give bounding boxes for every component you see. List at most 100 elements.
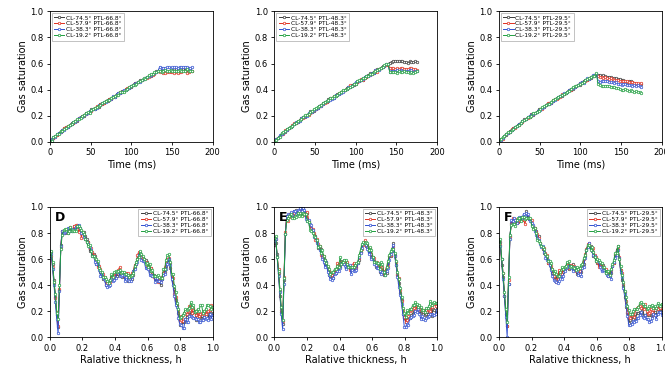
Line: CL-74.5° PTL-66.8°: CL-74.5° PTL-66.8° [49,224,214,329]
CL-57.9° PTL-29.5° [593,73,600,77]
CL-38.3° PTL-66.8° [46,254,54,258]
CL-57.9° PTL-66.8° [139,256,147,260]
CL-74.5° PTL-48.3° [402,319,410,324]
CL-38.3° PTL-48.3° [271,239,279,243]
Line: CL-19.2° PTL-66.8°: CL-19.2° PTL-66.8° [49,225,214,320]
CL-57.9° PTL-48.3° [362,241,370,246]
CL-19.2° PTL-66.8° [92,257,100,262]
CL-74.5° PTL-29.5° [541,252,549,257]
CL-74.5° PTL-29.5° [503,323,511,328]
CL-74.5° PTL-66.8° [83,236,91,241]
CL-57.9° PTL-29.5° [626,316,634,320]
CL-57.9° PTL-29.5° [655,304,663,308]
CL-38.3° PTL-66.8° [188,65,196,70]
CL-57.9° PTL-66.8° [132,80,140,85]
CL-38.3° PTL-48.3° [385,258,393,263]
Text: A: A [55,15,65,28]
CL-74.5° PTL-66.8° [132,81,140,85]
CL-38.3° PTL-66.8° [161,272,169,277]
CL-19.2° PTL-48.3° [362,74,370,78]
CL-57.9° PTL-66.8° [177,314,185,318]
CL-38.3° PTL-29.5° [593,72,600,76]
CL-19.2° PTL-48.3° [433,301,441,305]
CL-38.3° PTL-66.8° [74,222,82,227]
CL-57.9° PTL-48.3° [433,301,441,306]
Line: CL-74.5° PTL-29.5°: CL-74.5° PTL-29.5° [497,210,663,327]
CL-19.2° PTL-66.8° [130,83,138,87]
CL-57.9° PTL-66.8° [161,265,169,270]
CL-19.2° PTL-66.8° [109,94,117,99]
CL-57.9° PTL-29.5° [580,80,588,84]
CL-38.3° PTL-48.3° [279,327,287,332]
CL-57.9° PTL-66.8° [206,308,214,312]
CL-74.5° PTL-66.8° [177,321,185,325]
Line: CL-57.9° PTL-48.3°: CL-57.9° PTL-48.3° [273,210,438,323]
Y-axis label: Gas saturation: Gas saturation [17,236,27,308]
CL-38.3° PTL-66.8° [92,262,100,266]
CL-74.5° PTL-29.5° [594,72,602,77]
CL-38.3° PTL-48.3° [363,247,371,251]
CL-19.2° PTL-29.5° [519,215,527,219]
Line: CL-57.9° PTL-48.3°: CL-57.9° PTL-48.3° [273,63,418,143]
CL-19.2° PTL-29.5° [594,82,602,86]
CL-57.9° PTL-29.5° [623,78,631,83]
CL-38.3° PTL-48.3° [317,249,325,254]
CL-38.3° PTL-66.8° [156,64,164,69]
CL-19.2° PTL-66.8° [46,139,54,144]
CL-74.5° PTL-66.8° [130,81,138,85]
CL-57.9° PTL-66.8° [46,139,54,144]
Y-axis label: Gas saturation: Gas saturation [17,41,27,113]
Line: CL-74.5° PTL-66.8°: CL-74.5° PTL-66.8° [49,68,194,142]
CL-74.5° PTL-66.8° [161,270,169,274]
Legend: CL-74.5° PTL-48.3°, CL-57.9° PTL-48.3°, CL-38.3° PTL-48.3°, CL-19.2° PTL-48.3°: CL-74.5° PTL-48.3°, CL-57.9° PTL-48.3°, … [362,209,436,236]
CL-57.9° PTL-48.3° [398,66,406,71]
CL-19.2° PTL-66.8° [54,316,62,321]
CL-38.3° PTL-66.8° [83,240,91,244]
CL-57.9° PTL-66.8° [109,95,117,99]
CL-19.2° PTL-66.8° [73,224,81,228]
CL-57.9° PTL-66.8° [73,222,81,227]
CL-19.2° PTL-48.3° [307,229,315,233]
CL-38.3° PTL-29.5° [581,78,589,83]
CL-19.2° PTL-29.5° [541,252,549,256]
CL-19.2° PTL-66.8° [177,315,185,319]
CL-74.5° PTL-66.8° [46,249,54,254]
CL-19.2° PTL-66.8° [183,67,191,72]
CL-74.5° PTL-48.3° [398,59,406,63]
CL-57.9° PTL-29.5° [610,261,618,265]
CL-74.5° PTL-66.8° [139,255,147,260]
CL-38.3° PTL-29.5° [495,139,503,144]
Line: CL-19.2° PTL-66.8°: CL-19.2° PTL-66.8° [49,68,194,143]
CL-74.5° PTL-66.8° [206,309,214,313]
Text: B: B [279,15,289,28]
CL-74.5° PTL-29.5° [588,246,596,251]
Line: CL-57.9° PTL-66.8°: CL-57.9° PTL-66.8° [49,70,194,143]
CL-74.5° PTL-48.3° [368,71,376,75]
CL-19.2° PTL-29.5° [495,139,503,144]
CL-57.9° PTL-29.5° [503,324,511,329]
CL-74.5° PTL-66.8° [138,78,146,82]
X-axis label: Time (ms): Time (ms) [331,160,380,170]
CL-74.5° PTL-48.3° [430,308,438,312]
CL-38.3° PTL-66.8° [209,312,217,317]
CL-57.9° PTL-29.5° [594,74,602,79]
CL-19.2° PTL-29.5° [587,75,595,80]
CL-38.3° PTL-29.5° [623,82,631,87]
CL-74.5° PTL-29.5° [580,79,588,84]
CL-57.9° PTL-48.3° [400,315,408,319]
Line: CL-19.2° PTL-29.5°: CL-19.2° PTL-29.5° [497,216,663,323]
X-axis label: Ralative thickness, h: Ralative thickness, h [80,356,182,365]
CL-19.2° PTL-48.3° [368,72,376,76]
CL-19.2° PTL-29.5° [658,302,665,306]
CL-38.3° PTL-29.5° [610,260,618,264]
CL-74.5° PTL-29.5° [658,309,665,314]
CL-57.9° PTL-29.5° [532,229,540,234]
CL-74.5° PTL-66.8° [188,69,196,73]
CL-19.2° PTL-29.5° [580,79,588,84]
CL-38.3° PTL-29.5° [587,75,595,80]
CL-38.3° PTL-48.3° [355,79,363,83]
CL-19.2° PTL-29.5° [623,88,631,93]
CL-38.3° PTL-66.8° [139,258,147,263]
CL-57.9° PTL-48.3° [362,75,370,79]
CL-19.2° PTL-48.3° [402,315,410,319]
